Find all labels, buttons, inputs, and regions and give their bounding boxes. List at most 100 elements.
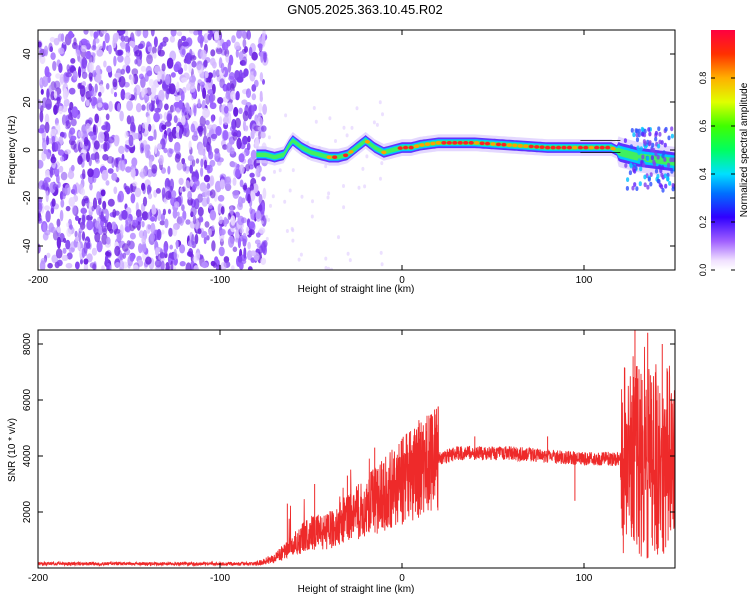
noise-speck bbox=[664, 126, 668, 132]
noise-speck bbox=[147, 46, 153, 53]
noise-speck bbox=[98, 131, 105, 143]
noise-speck bbox=[628, 170, 633, 176]
noise-speck bbox=[93, 167, 100, 179]
noise-speck bbox=[211, 225, 215, 232]
noise-speck bbox=[626, 177, 630, 183]
ridge-peak bbox=[446, 141, 452, 145]
noise-speck bbox=[50, 128, 57, 136]
noise-speck bbox=[70, 241, 76, 252]
ridge-peak bbox=[501, 142, 507, 147]
noise-speck bbox=[197, 125, 204, 133]
noise-speck bbox=[663, 157, 667, 162]
noise-speck bbox=[261, 241, 266, 254]
noise-speck bbox=[167, 208, 172, 215]
noise-speck bbox=[153, 52, 157, 59]
noise-speck bbox=[119, 110, 124, 122]
noise-speck bbox=[348, 258, 352, 263]
noise-speck bbox=[110, 88, 114, 95]
noise-speck bbox=[648, 131, 652, 137]
ridge-peak bbox=[594, 145, 600, 150]
noise-speck bbox=[122, 252, 127, 259]
noise-speck bbox=[50, 207, 54, 215]
noise-speck bbox=[209, 209, 217, 221]
noise-speck bbox=[190, 206, 197, 217]
noise-speck bbox=[94, 220, 100, 229]
noise-speck bbox=[278, 168, 282, 173]
noise-speck bbox=[379, 176, 382, 181]
noise-speck bbox=[42, 138, 47, 151]
noise-speck bbox=[327, 191, 331, 196]
noise-speck bbox=[169, 178, 174, 191]
noise-speck bbox=[96, 191, 101, 201]
noise-speck bbox=[637, 150, 641, 156]
noise-speck bbox=[202, 107, 209, 119]
noise-speck bbox=[118, 145, 125, 154]
noise-speck bbox=[67, 170, 75, 180]
noise-speck bbox=[647, 176, 651, 182]
ridge-peak bbox=[517, 144, 523, 148]
noise-speck bbox=[81, 57, 88, 69]
noise-speck bbox=[157, 143, 162, 150]
noise-speck bbox=[131, 68, 139, 76]
noise-speck bbox=[224, 176, 232, 187]
noise-speck bbox=[201, 261, 209, 269]
noise-speck bbox=[65, 205, 71, 212]
noise-speck bbox=[248, 46, 253, 57]
noise-speck bbox=[44, 205, 50, 211]
noise-speck bbox=[66, 64, 71, 72]
noise-speck bbox=[132, 219, 139, 227]
noise-speck bbox=[59, 131, 65, 138]
noise-speck bbox=[310, 214, 314, 219]
noise-speck bbox=[654, 136, 658, 142]
noise-speck bbox=[51, 254, 59, 264]
noise-speck bbox=[245, 88, 252, 99]
noise-speck bbox=[653, 161, 657, 167]
noise-speck bbox=[65, 239, 71, 250]
noise-speck bbox=[163, 246, 168, 255]
noise-speck bbox=[251, 93, 257, 101]
noise-speck bbox=[112, 78, 118, 88]
colorbar-tick-label: 0.0 bbox=[698, 264, 708, 277]
noise-speck bbox=[59, 156, 65, 162]
noise-speck bbox=[75, 261, 80, 270]
noise-speck bbox=[66, 227, 72, 237]
noise-speck bbox=[211, 240, 216, 252]
noise-speck bbox=[174, 61, 182, 71]
snr-x-label: Height of straight line (km) bbox=[298, 584, 415, 595]
noise-speck bbox=[89, 262, 97, 269]
noise-speck bbox=[625, 186, 630, 191]
noise-speck bbox=[137, 124, 143, 135]
noise-speck bbox=[342, 205, 346, 210]
noise-speck bbox=[53, 37, 60, 46]
noise-speck bbox=[146, 70, 153, 77]
noise-speck bbox=[173, 222, 180, 230]
x-tick-label: -200 bbox=[28, 275, 48, 286]
noise-speck bbox=[160, 260, 165, 270]
spectrogram-y-ticks: -40 -20 0 20 40 bbox=[22, 48, 675, 253]
noise-speck bbox=[198, 143, 203, 155]
noise-speck bbox=[121, 209, 128, 220]
colorbar-tick-label: 0.2 bbox=[698, 216, 708, 229]
noise-speck bbox=[45, 103, 52, 110]
x-tick-label: -100 bbox=[210, 573, 230, 584]
noise-speck bbox=[261, 176, 266, 182]
noise-speck bbox=[643, 174, 647, 180]
noise-speck bbox=[70, 118, 77, 127]
y-tick-label: 2000 bbox=[22, 500, 33, 523]
noise-speck bbox=[104, 254, 109, 266]
noise-speck bbox=[124, 92, 132, 100]
noise-speck bbox=[227, 212, 232, 220]
noise-speck bbox=[236, 76, 244, 83]
noise-speck bbox=[659, 168, 663, 174]
noise-speck bbox=[671, 183, 675, 188]
noise-speck bbox=[324, 256, 328, 261]
noise-speck bbox=[193, 265, 199, 270]
noise-speck bbox=[256, 116, 263, 129]
noise-speck bbox=[233, 106, 239, 117]
noise-speck bbox=[235, 237, 239, 243]
snr-x-ticks: -200 -100 0 100 bbox=[28, 330, 593, 584]
noise-speck bbox=[180, 90, 185, 102]
noise-speck bbox=[38, 159, 44, 169]
noise-speck bbox=[129, 255, 135, 262]
noise-speck bbox=[190, 179, 194, 187]
